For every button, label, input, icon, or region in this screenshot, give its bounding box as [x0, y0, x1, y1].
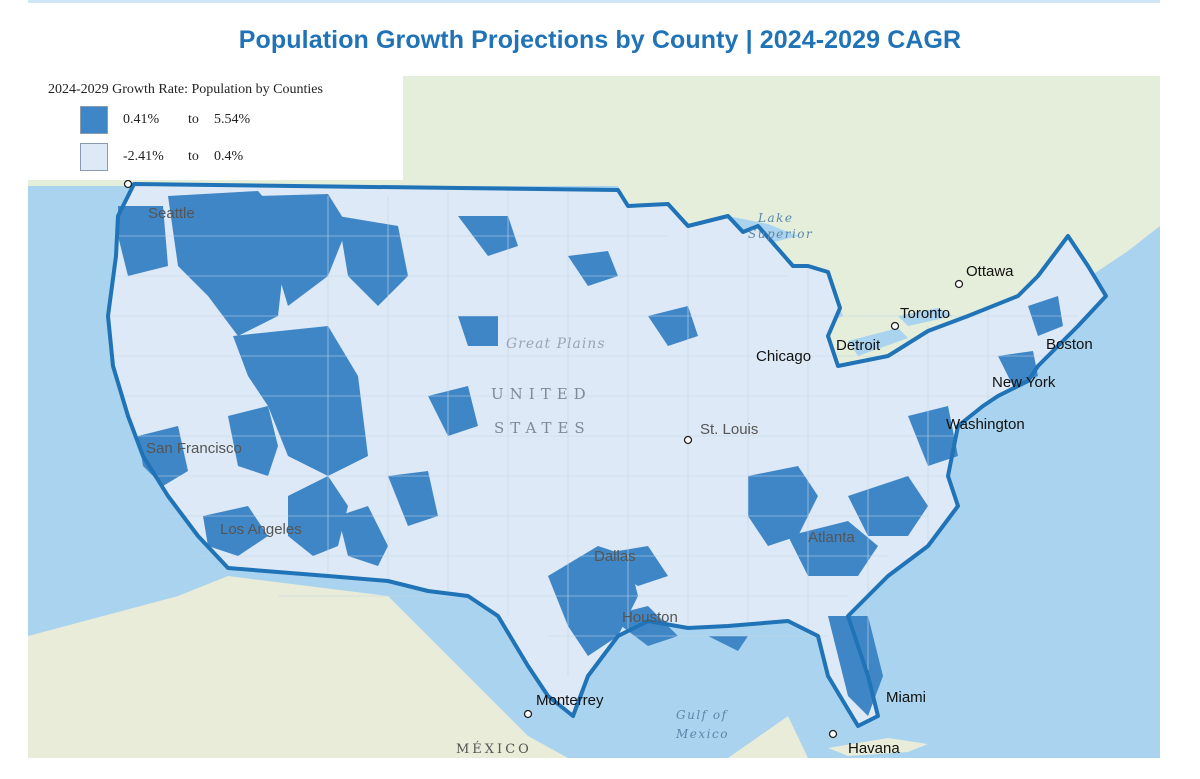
marker-seattle: [123, 179, 133, 189]
lake-superior-label-2: Superior: [748, 227, 813, 241]
cluster-new-york: [998, 351, 1038, 386]
legend: 2024-2029 Growth Rate: Population by Cou…: [28, 76, 403, 180]
marker-toronto: [890, 321, 900, 331]
legend-swatch-low: [80, 143, 108, 171]
cluster-florida: [828, 616, 883, 716]
city-markers: [123, 179, 964, 739]
city-st-louis: St. Louis: [700, 421, 758, 438]
gulf-label-2: Mexico: [675, 727, 729, 741]
city-chicago: Chicago: [756, 348, 811, 365]
gulf-label-1: Gulf of: [676, 708, 729, 722]
cluster-nevada-central: [228, 406, 278, 476]
cluster-nm-north: [388, 471, 438, 526]
city-dallas: Dallas: [594, 548, 636, 565]
city-monterrey: Monterrey: [536, 692, 604, 709]
lake-ontario: [898, 308, 953, 326]
city-houston: Houston: [622, 609, 678, 626]
legend-title: 2024-2029 Growth Rate: Population by Cou…: [48, 82, 323, 97]
top-strip: [28, 0, 1160, 3]
city-ottawa: Ottawa: [966, 263, 1014, 280]
lake-superior-label-1: Lake: [757, 211, 794, 225]
city-havana: Havana: [848, 740, 900, 757]
city-toronto: Toronto: [900, 305, 950, 322]
cluster-minnesota: [568, 251, 618, 286]
legend-low-to: 0.4%: [214, 149, 244, 164]
cluster-idaho-wa: [168, 191, 288, 336]
lake-erie: [848, 328, 908, 356]
cluster-montana-west: [258, 194, 348, 306]
legend-high-from: 0.41%: [123, 112, 160, 127]
county-grid: [110, 191, 1078, 676]
city-los-angeles: Los Angeles: [220, 521, 302, 538]
region-label-united: UNITED: [491, 385, 592, 403]
legend-high-to: 5.54%: [214, 112, 251, 127]
legend-low-to-word: to: [188, 149, 199, 164]
cluster-texas-central: [548, 546, 638, 656]
city-detroit: Detroit: [836, 337, 881, 354]
cluster-arizona-east: [338, 506, 388, 566]
cluster-gulf-coast: [708, 636, 748, 651]
cluster-wa-west: [118, 206, 168, 276]
legend-swatch-high: [80, 106, 108, 134]
cluster-colorado: [428, 386, 478, 436]
legend-low-from: -2.41%: [123, 149, 164, 164]
city-atlanta: Atlanta: [808, 529, 855, 546]
cluster-nebraska: [458, 316, 498, 346]
city-miami: Miami: [886, 689, 926, 706]
page-title: Population Growth Projections by County …: [238, 26, 962, 54]
cuba-land: [828, 738, 928, 756]
yucatan-land: [728, 716, 808, 758]
mexico-land: [28, 576, 568, 758]
cluster-socal: [203, 506, 268, 556]
cluster-montana-east: [338, 216, 408, 306]
legend-high-to-word: to: [188, 112, 199, 127]
city-washington: Washington: [946, 416, 1025, 433]
cluster-nevada-utah: [233, 326, 368, 476]
us-outline: [106, 182, 1108, 728]
city-new-york: New York: [992, 374, 1056, 391]
marker-monterrey: [523, 709, 533, 719]
marker-ottawa: [954, 279, 964, 289]
marker-st-louis: [683, 435, 693, 445]
city-seattle: Seattle: [148, 205, 195, 222]
great-plains-label: Great Plains: [506, 336, 606, 352]
marker-havana: [828, 729, 838, 739]
contiguous-us: [108, 184, 1106, 726]
region-label-states: STATES: [494, 419, 591, 437]
cluster-atlanta: [788, 521, 878, 576]
mexico-label: MÉXICO: [456, 741, 532, 757]
city-boston: Boston: [1046, 336, 1093, 353]
cluster-tennessee: [748, 466, 818, 546]
city-san-francisco: San Francisco: [146, 440, 242, 457]
